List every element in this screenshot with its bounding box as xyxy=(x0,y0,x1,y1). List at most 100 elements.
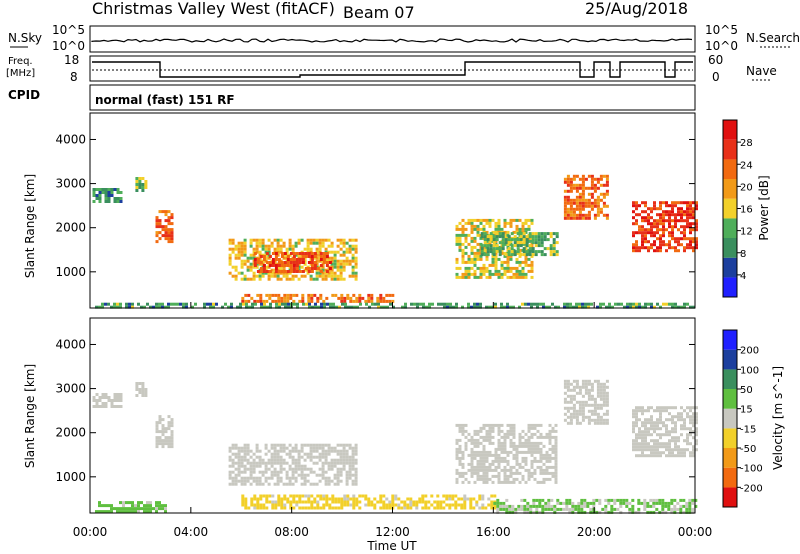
power-cell xyxy=(354,259,358,263)
vel-cell xyxy=(391,497,395,501)
vel-cell xyxy=(632,424,635,428)
vel-cell xyxy=(604,498,608,502)
vel-cell xyxy=(527,423,531,427)
vel-cell xyxy=(250,497,254,501)
vel-cell xyxy=(497,462,501,466)
power-cell xyxy=(504,238,508,242)
vel-cell xyxy=(634,510,638,514)
vel-cell xyxy=(670,507,674,511)
vel-cell xyxy=(321,467,325,471)
vel-cell xyxy=(632,448,635,452)
time-tick-label: 20:00 xyxy=(577,525,612,539)
vel-cell xyxy=(532,501,536,505)
power-cell xyxy=(488,272,492,276)
vel-cell xyxy=(424,503,428,507)
vel-cell xyxy=(677,445,680,449)
power-cell xyxy=(572,201,576,205)
vel-cell xyxy=(596,418,600,422)
power-cell xyxy=(228,259,232,263)
power-cell xyxy=(473,245,477,249)
vel-cell xyxy=(671,439,674,443)
vel-cell xyxy=(256,503,260,507)
vel-cell xyxy=(110,504,113,508)
power-cell xyxy=(552,238,556,242)
power-cell xyxy=(516,232,520,236)
vel-cell xyxy=(476,468,480,472)
power-cell xyxy=(581,177,585,181)
vel-cell xyxy=(500,459,504,463)
vel-cell xyxy=(569,421,573,425)
power-cell xyxy=(256,270,260,273)
vel-cell xyxy=(436,500,440,504)
power-cell xyxy=(267,238,271,242)
vel-cell xyxy=(330,467,334,471)
power-cell xyxy=(662,216,665,220)
power-cell xyxy=(596,198,600,202)
power-cell xyxy=(314,302,317,306)
vel-cell xyxy=(565,507,569,511)
vel-cell xyxy=(524,459,528,463)
power-cell xyxy=(653,207,656,211)
power-cell xyxy=(336,268,340,272)
vel-cell xyxy=(144,388,148,391)
vel-cell xyxy=(488,453,492,457)
power-cell xyxy=(527,236,531,240)
vel-cell xyxy=(674,445,677,449)
power-cell xyxy=(671,213,674,217)
vel-cell xyxy=(455,438,459,442)
power-cell xyxy=(267,271,271,275)
vel-cell xyxy=(569,394,573,398)
power-cell xyxy=(537,241,541,245)
power-cell xyxy=(665,213,668,217)
vel-cell xyxy=(592,504,596,508)
power-cell xyxy=(506,302,509,306)
vel-cell xyxy=(253,497,257,501)
power-cell xyxy=(632,210,635,214)
power-cell xyxy=(581,207,585,211)
vel-cell xyxy=(110,510,113,514)
power-cell xyxy=(596,213,600,217)
vel-cell xyxy=(451,494,455,498)
power-cell xyxy=(455,302,458,306)
power-cell xyxy=(277,258,281,261)
power-cell xyxy=(335,305,338,309)
power-cell xyxy=(507,238,511,242)
vel-cell xyxy=(458,438,462,442)
power-cell xyxy=(656,225,659,229)
vel-cell xyxy=(563,400,567,404)
vel-cell xyxy=(421,500,425,504)
power-cell xyxy=(231,247,235,251)
power-cell xyxy=(491,260,495,264)
power-cell xyxy=(578,201,582,205)
power-cell xyxy=(485,275,489,279)
power-cell xyxy=(683,213,686,217)
power-cell xyxy=(476,302,479,306)
power-cell xyxy=(295,252,299,255)
power-cell xyxy=(467,242,471,246)
vel-cell xyxy=(98,504,101,508)
power-cell xyxy=(692,305,695,309)
vel-cell xyxy=(246,479,250,483)
vel-colorbar-swatch xyxy=(723,428,737,448)
power-cell xyxy=(563,180,567,184)
vel-cell xyxy=(116,393,120,396)
power-cell xyxy=(677,240,680,244)
power-cell xyxy=(527,224,531,228)
vel-cell xyxy=(301,500,305,504)
power-cell xyxy=(599,174,603,178)
vel-cell xyxy=(155,507,158,511)
power-cell xyxy=(158,237,162,241)
vel-cell xyxy=(637,507,641,511)
vel-cell xyxy=(321,464,325,468)
vel-cell xyxy=(388,506,392,510)
power-cell xyxy=(689,216,692,220)
power-cell xyxy=(325,270,329,273)
power-cell xyxy=(170,240,174,244)
power-cell xyxy=(461,218,465,222)
vel-cell xyxy=(668,433,671,437)
vel-cell xyxy=(283,497,287,501)
vel-cell xyxy=(246,452,250,456)
vel-cell xyxy=(131,501,134,505)
power-cell xyxy=(319,296,323,300)
power-cell xyxy=(113,302,116,306)
